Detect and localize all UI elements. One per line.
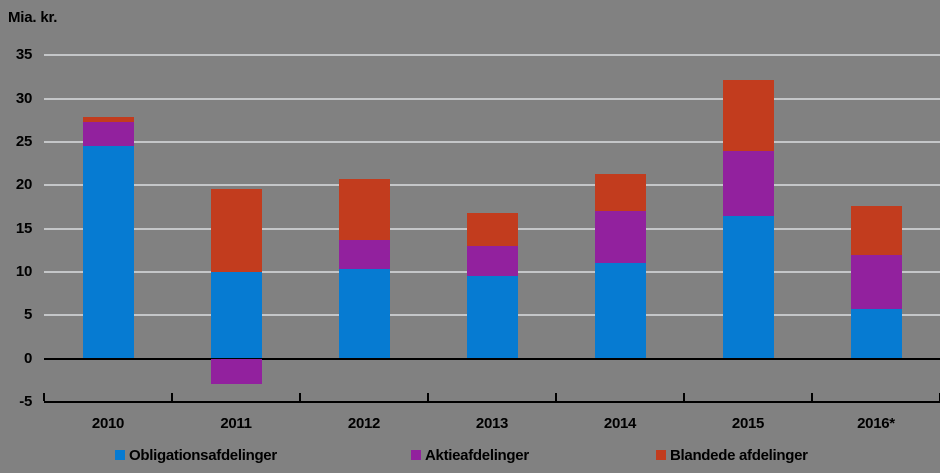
bar-segment-2015	[722, 150, 774, 216]
y-axis-unit-label: Mia. kr.	[8, 9, 58, 26]
x-tick-label: 2016*	[857, 414, 895, 432]
bar-segment-2011	[210, 188, 262, 272]
x-tick-label: 2011	[220, 414, 252, 432]
y-tick-label: 20	[15, 176, 32, 194]
bar-segment-2012	[338, 239, 390, 270]
y-tick-label: 5	[23, 306, 32, 324]
legend-label: Aktieafdelinger	[425, 446, 529, 464]
bar-segment-2010	[82, 122, 134, 147]
bar-segment-2015	[722, 79, 774, 151]
legend-swatch	[115, 450, 125, 460]
legend-swatch	[656, 450, 666, 460]
legend-item: Blandede afdelinger	[656, 446, 808, 464]
bar-segment-2010	[82, 146, 134, 359]
x-axis-tick	[811, 392, 813, 401]
legend: Obligationsafdelinger Aktieafdelinger Blan…	[0, 446, 940, 466]
bar-segment-2013	[466, 213, 518, 246]
legend-label: Blandede afdelinger	[670, 446, 808, 464]
x-axis-line	[44, 400, 940, 403]
y-tick-label: 30	[15, 89, 32, 107]
bar-segment-2015	[722, 215, 774, 359]
bar-segment-2012	[338, 269, 390, 359]
legend-swatch	[411, 450, 421, 460]
y-gridline	[44, 97, 940, 100]
y-tick-label: 0	[23, 349, 32, 367]
bar-segment-2014	[594, 211, 646, 264]
x-axis-tick	[555, 392, 557, 401]
x-axis-tick	[43, 392, 45, 401]
x-axis-tick	[683, 392, 685, 401]
legend-item: Aktieafdelinger	[411, 446, 529, 464]
bar-segment-2010	[82, 116, 134, 123]
x-tick-label: 2014	[603, 414, 637, 432]
zero-axis-line	[44, 357, 940, 360]
y-gridline	[44, 141, 940, 143]
x-tick-label: 2012	[347, 414, 381, 432]
x-tick-label: 2015	[731, 414, 765, 432]
bar-segment-2011	[210, 358, 262, 384]
bar-segment-2016*	[850, 309, 902, 359]
y-tick-label: 10	[15, 262, 32, 280]
y-tick-label: -5	[19, 392, 32, 410]
y-tick-label: 25	[15, 133, 32, 150]
x-axis-tick	[427, 392, 429, 401]
legend-item: Obligationsafdelinger	[115, 446, 277, 464]
bar-segment-2014	[594, 263, 646, 359]
y-gridline	[44, 184, 940, 187]
bar-segment-2016*	[850, 255, 902, 310]
y-tick-label: 15	[15, 219, 32, 237]
x-axis-tick	[299, 392, 301, 401]
bar-segment-2011	[210, 271, 262, 359]
legend-label: Obligationsafdelinger	[129, 446, 277, 464]
bar-segment-2013	[466, 245, 518, 277]
bar-segment-2016*	[850, 206, 902, 256]
bar-segment-2013	[466, 276, 518, 359]
x-tick-label: 2010	[91, 414, 125, 432]
y-tick-label: 35	[15, 46, 32, 64]
x-axis-tick	[171, 392, 173, 401]
bar-segment-2014	[594, 174, 646, 212]
x-tick-label: 2013	[475, 414, 509, 432]
y-gridline	[44, 54, 940, 57]
bar-segment-2012	[338, 179, 390, 240]
